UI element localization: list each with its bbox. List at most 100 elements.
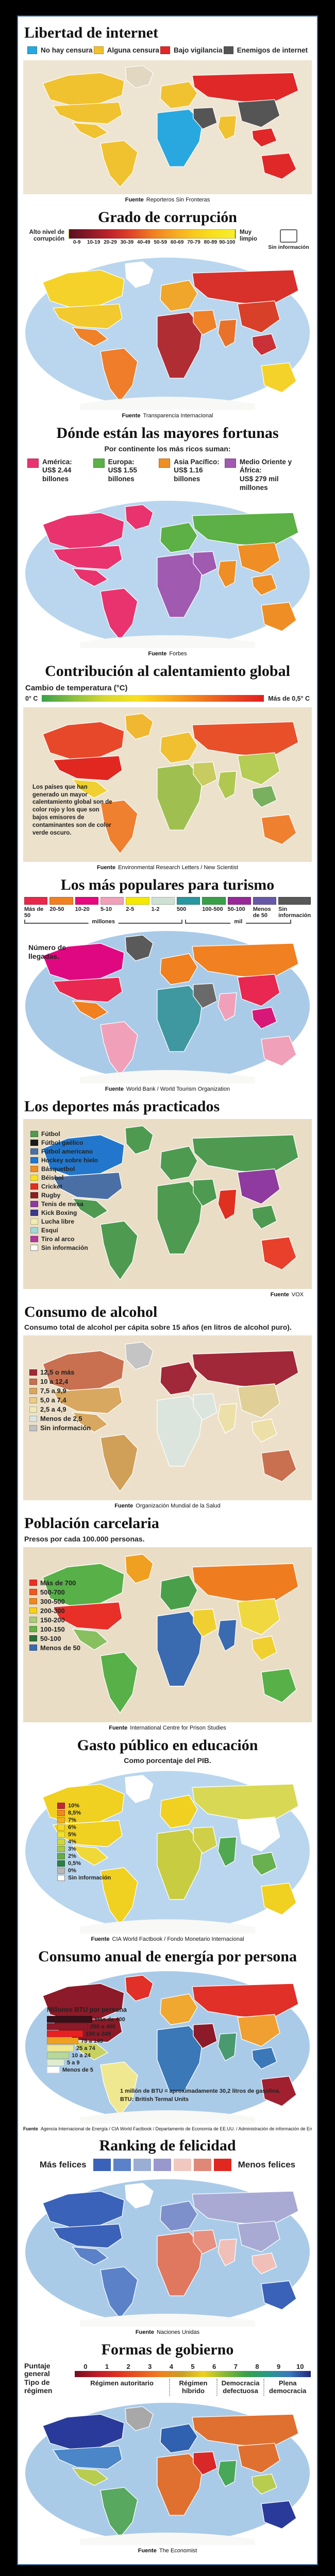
scale-tick: 7 xyxy=(233,2362,238,2370)
region-india xyxy=(217,770,237,800)
legend-value: US$ 2.44 billones xyxy=(42,466,72,483)
legend-label: Cricket xyxy=(41,1182,62,1190)
scale-tick: 8 xyxy=(255,2362,259,2370)
region-southamerica xyxy=(100,2487,138,2538)
region-southamerica xyxy=(100,140,138,188)
region-antarctica xyxy=(80,635,255,649)
legend-item: Lucha libre xyxy=(30,1218,98,1225)
legend-label: Tiro al arco xyxy=(41,1235,75,1243)
color-swatch xyxy=(29,1626,37,1633)
section-title: Formas de gobierno xyxy=(101,2341,234,2359)
legend-label: 100-150 xyxy=(40,1625,65,1633)
region-china xyxy=(237,1168,280,1205)
legend-label: Más de 700 xyxy=(40,1579,76,1587)
color-swatch xyxy=(278,897,311,905)
legend-item: 3% xyxy=(57,1846,111,1853)
map-area: 12,5 o más 10 a 12,4 7,5 a 9,9 5,0 a 7,4 2,5… xyxy=(23,1335,312,1501)
map-section-7: Consumo de alcohol Consumo total de alcoh… xyxy=(23,1304,312,1509)
legend-label: 12,5 o más xyxy=(40,1368,75,1377)
legend-item: 7% xyxy=(57,1817,111,1824)
scale-tick: 10-19 xyxy=(87,240,100,245)
map-sections: Libertad de internet No hay censura Alguna… xyxy=(23,25,312,2554)
map-section-6: Los deportes más practicados Fútbol Fútbol… xyxy=(23,1098,312,1298)
legend: No hay censura Alguna censura Bajo vigilan… xyxy=(23,45,312,59)
scale-tick: 50-59 xyxy=(154,240,167,245)
color-swatch xyxy=(113,2159,131,2172)
source-text: VOX xyxy=(291,1291,304,1298)
color-swatch xyxy=(29,1406,37,1413)
source: Fuente Organización Mundial de la Salud xyxy=(23,1503,312,1509)
legend-item: Sin información xyxy=(57,1875,111,1882)
region-greenland xyxy=(125,2183,154,2209)
region-india xyxy=(217,2239,237,2266)
group-label: millones xyxy=(88,919,119,925)
legend-item: 50-100 xyxy=(227,897,251,920)
region-europe xyxy=(160,280,198,312)
color-swatch xyxy=(47,2052,69,2059)
legend-label: 300-500 xyxy=(40,1597,65,1605)
section-title: Consumo anual de energía por persona xyxy=(38,1948,297,1965)
section-title: Libertad de internet xyxy=(24,24,158,41)
legend-item: Hockey sobre hielo xyxy=(30,1157,98,1164)
region-australia xyxy=(261,2280,297,2310)
region-australia xyxy=(261,602,297,632)
world-map-12 xyxy=(23,2400,312,2545)
source-label: Fuente xyxy=(105,1086,124,1093)
region-canada xyxy=(42,721,125,760)
region-southamerica xyxy=(100,348,138,403)
legend-value: US$ 1.55 billones xyxy=(108,466,137,483)
legend-item: Más de 50 xyxy=(24,897,48,920)
region-antarctica xyxy=(80,1070,255,1084)
legend-label: 2-5 xyxy=(126,906,135,913)
region-usa xyxy=(52,545,123,570)
region-canada xyxy=(42,512,125,550)
color-swatch xyxy=(29,1598,37,1605)
color-swatch xyxy=(29,1635,37,1642)
legend-label: 5 a 9 xyxy=(67,2059,80,2066)
region-europe xyxy=(160,2424,198,2453)
region-usa xyxy=(52,2224,123,2248)
color-swatch xyxy=(223,46,233,54)
region-middleeast xyxy=(193,107,217,129)
color-scale: Puntaje general 0 1 2 3 4 5 6 7 8 9 10 Tipo de régim… xyxy=(23,2362,312,2400)
legend-item: Enemigos de internet xyxy=(223,46,308,54)
color-swatch xyxy=(126,897,149,905)
legend-label: Medio Oriente y África: xyxy=(239,457,292,474)
region-europe xyxy=(160,1993,198,2025)
color-swatch xyxy=(57,1839,65,1845)
legend-label: 0% xyxy=(68,1868,76,1874)
color-swatch xyxy=(29,1589,37,1596)
source: Fuente Reporteros Sin Fronteras xyxy=(23,197,312,203)
region-middleeast xyxy=(193,983,217,1009)
scale-title: Cambio de temperatura (°C) xyxy=(25,683,128,692)
poster: Libertad de internet No hay censura Alguna… xyxy=(0,15,335,2576)
legend-label: Bajo vigilancia xyxy=(174,46,223,54)
legend-item: 5% xyxy=(57,1832,111,1838)
region-china xyxy=(237,974,280,1007)
scale-min-label: Más felices xyxy=(39,2160,87,2170)
region-australia xyxy=(261,2500,297,2529)
region-greenland xyxy=(125,1974,154,2002)
legend-label: 20-50 xyxy=(49,906,64,913)
region-australia xyxy=(261,1883,297,1916)
region-india xyxy=(217,1836,237,1867)
world-map-9 xyxy=(23,1769,312,1934)
legend-value: US$ 1.16 billones xyxy=(174,466,203,483)
legend-item: 20-50 xyxy=(49,897,73,920)
region-canada xyxy=(42,2191,125,2229)
legend-label: Menos de 50 xyxy=(40,1643,81,1652)
legend-item: 100-500 xyxy=(202,897,226,920)
region-southamerica xyxy=(100,1867,138,1926)
regime-label: Democracia defectuosa xyxy=(216,2379,264,2396)
legend-label: 250 a 400 xyxy=(90,2023,115,2030)
region-india xyxy=(217,2460,237,2487)
source-text: CIA World Factbook / Fondo Monetario Int… xyxy=(112,1936,244,1943)
scale-max-label: Menos felices xyxy=(238,2160,296,2170)
scale-max-label: Más de 0,5° C xyxy=(268,694,310,702)
region-mexico xyxy=(72,778,109,799)
legend-label: 75 a 149 xyxy=(81,2038,103,2044)
region-india xyxy=(217,1403,237,1434)
color-swatch xyxy=(93,458,105,468)
region-africa xyxy=(157,2231,203,2296)
source-label: Fuente xyxy=(270,1291,289,1298)
